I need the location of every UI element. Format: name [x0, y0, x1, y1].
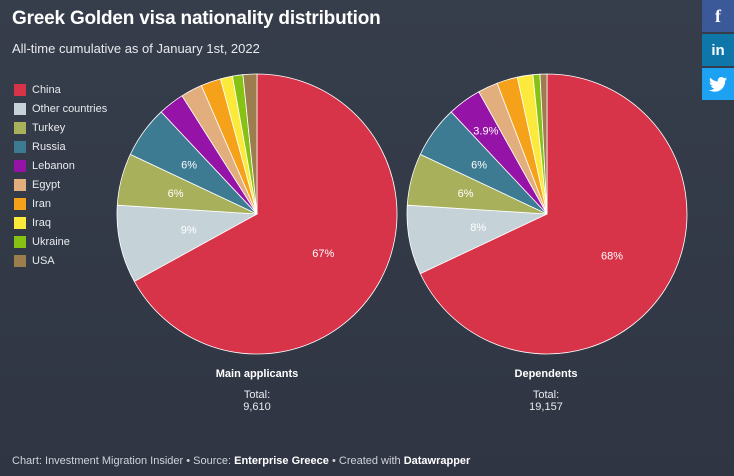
main-applicants-total-label: Total:: [243, 389, 271, 401]
footer-prefix: Chart: Investment Migration Insider • So…: [12, 455, 235, 467]
pie-slice[interactable]: [419, 73, 688, 355]
chart-subtitle: All-time cumulative as of January 1st, 2…: [12, 41, 260, 56]
twitter-bird-icon: [709, 76, 727, 92]
pie-slice[interactable]: [242, 73, 258, 215]
legend-item: Other countries: [14, 99, 107, 118]
legend-label: Ukraine: [32, 236, 70, 249]
legend-item: Lebanon: [14, 156, 107, 175]
legend-swatch: [14, 102, 26, 115]
legend-label: Lebanon: [32, 159, 75, 172]
slice-label: 6%: [181, 160, 197, 172]
legend-swatch: [14, 236, 26, 249]
dependents-label: Dependents: [514, 368, 578, 380]
legend-item: Iran: [14, 195, 107, 214]
dependents-caption: Dependents Total: 19,157: [446, 368, 646, 413]
legend-item: Russia: [14, 137, 107, 156]
legend-item: Ukraine: [14, 233, 107, 252]
main-applicants-label: Main applicants: [215, 368, 299, 380]
dependents-total-label: Total:: [532, 389, 560, 401]
legend-swatch: [14, 198, 26, 211]
legend-label: Iran: [32, 198, 51, 211]
legend-label: USA: [32, 255, 55, 268]
chart-footer: Chart: Investment Migration Insider • So…: [12, 455, 470, 467]
legend-label: Russia: [32, 140, 66, 153]
legend-label: Egypt: [32, 179, 61, 192]
legend-label: Other countries: [32, 102, 108, 115]
legend-swatch: [14, 159, 26, 172]
slice-label: 6%: [168, 188, 184, 200]
legend-swatch: [14, 217, 26, 230]
footer-middle: • Created with: [328, 455, 404, 467]
legend-swatch: [14, 83, 26, 96]
pie-slice[interactable]: [116, 204, 259, 282]
slice-label: 6%: [458, 188, 474, 200]
dependents-total-value: 19,157: [529, 401, 563, 413]
legend-swatch: [14, 255, 26, 268]
legend-swatch: [14, 179, 26, 192]
legend-label: Turkey: [32, 121, 66, 134]
legend-label: Iraq: [32, 217, 51, 230]
chart-title: Greek Golden visa nationality distributi…: [12, 8, 381, 29]
slice-label: 67%: [312, 248, 334, 260]
footer-tool-link[interactable]: Datawrapper: [403, 455, 471, 467]
legend-item: China: [14, 80, 107, 99]
main-applicants-total-value: 9,610: [243, 401, 271, 413]
pie-slice[interactable]: [539, 73, 548, 215]
legend-label: China: [32, 83, 61, 96]
social-share-bar: f in: [702, 0, 734, 102]
twitter-share-button[interactable]: [702, 68, 734, 100]
linkedin-share-button[interactable]: in: [702, 34, 734, 66]
legend-item: Turkey: [14, 118, 107, 137]
legend-swatch: [14, 140, 26, 153]
chart-legend: China Other countries Turkey Russia Lebanon E…: [14, 80, 107, 271]
pie-slice[interactable]: [133, 73, 398, 355]
main-applicants-caption: Main applicants Total: 9,610: [157, 368, 357, 413]
slice-label: 68%: [601, 250, 623, 262]
slice-label: 8%: [470, 222, 486, 234]
legend-swatch: [14, 121, 26, 134]
footer-source-link[interactable]: Enterprise Greece: [234, 455, 329, 467]
legend-item: Iraq: [14, 214, 107, 233]
facebook-share-button[interactable]: f: [702, 0, 734, 32]
legend-item: USA: [14, 252, 107, 271]
slice-label: 6%: [471, 160, 487, 172]
legend-item: Egypt: [14, 175, 107, 194]
slice-label: 3.9%: [473, 125, 498, 137]
slice-label: 9%: [181, 224, 197, 236]
